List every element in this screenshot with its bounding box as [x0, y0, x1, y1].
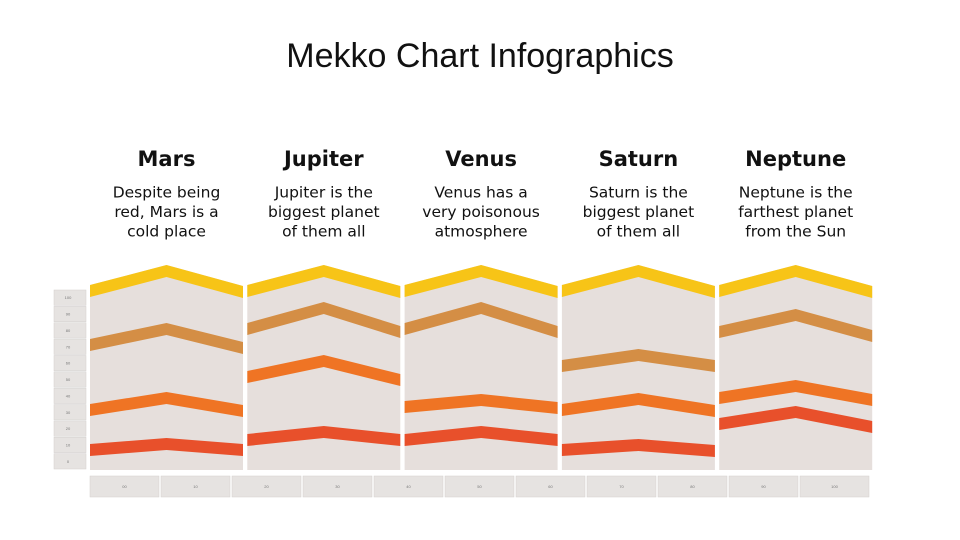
y-axis-label: 0	[67, 459, 70, 464]
y-axis-label: 90	[66, 312, 71, 317]
chevron-band	[719, 406, 873, 433]
column-description: Venus has a	[434, 184, 527, 202]
chevron-band	[247, 302, 401, 338]
chevron-band	[404, 265, 558, 298]
x-axis-cell	[160, 475, 231, 498]
x-axis-cell	[89, 475, 160, 498]
column-description: atmosphere	[435, 223, 528, 241]
chevron-band	[561, 393, 715, 417]
y-axis-label: 100	[65, 295, 72, 300]
chevron-band	[90, 323, 243, 354]
x-axis-cell	[373, 475, 444, 498]
column-heading: Jupiter	[282, 147, 364, 171]
y-axis-cell	[53, 322, 87, 339]
x-axis-label: 50	[477, 484, 482, 489]
y-axis-cell	[53, 306, 87, 322]
column-description: cold place	[127, 223, 206, 241]
x-axis-label: 60	[548, 484, 553, 489]
y-axis-label: 80	[66, 328, 71, 333]
column-description: of them all	[597, 223, 680, 241]
y-axis-label: 20	[66, 426, 71, 431]
y-axis-cell	[53, 437, 87, 453]
chevron-band	[90, 265, 243, 298]
column-heading: Saturn	[599, 147, 679, 171]
y-axis-cell	[53, 387, 87, 404]
column-description: from the Sun	[745, 223, 846, 241]
chevron-band	[719, 380, 873, 406]
x-axis-label: 00	[122, 484, 127, 489]
x-axis-label: 30	[335, 484, 340, 489]
y-axis-label: 30	[66, 410, 71, 415]
x-axis-cell	[444, 475, 515, 498]
chevron-band	[247, 355, 401, 386]
chevron-band	[561, 265, 715, 298]
chevron-band	[404, 394, 558, 414]
x-axis-label: 70	[619, 484, 624, 489]
x-axis-cell	[586, 475, 657, 498]
x-axis-cell	[231, 475, 302, 498]
panel	[561, 265, 715, 470]
chevron-band	[90, 438, 243, 456]
chevron-band	[561, 349, 715, 372]
column-heading: Venus	[445, 147, 517, 171]
column-description: Neptune is the	[739, 184, 853, 202]
x-axis-cell	[728, 475, 799, 498]
x-axis-cell	[657, 475, 728, 498]
column-description: very poisonous	[422, 203, 540, 221]
y-axis-label: 50	[66, 377, 71, 382]
y-axis-cell	[53, 355, 87, 372]
panel	[90, 265, 243, 470]
column-description: Jupiter is the	[274, 184, 373, 202]
column-description: of them all	[282, 223, 365, 241]
y-axis-cell	[53, 289, 87, 306]
column-description: Despite being	[113, 184, 221, 202]
y-axis-label: 70	[66, 344, 71, 349]
panel	[719, 265, 873, 470]
title: Mekko Chart Infographics	[286, 37, 673, 75]
y-axis-cell	[53, 404, 87, 421]
y-axis-label: 60	[66, 361, 71, 366]
column-description: biggest planet	[583, 203, 695, 221]
column-heading: Neptune	[745, 147, 846, 171]
x-axis-cell	[515, 475, 586, 498]
chevron-band	[90, 392, 243, 417]
column-heading: Mars	[138, 147, 196, 171]
chevron-band	[719, 265, 873, 298]
column-description: Saturn is the	[589, 184, 688, 202]
x-axis-cell	[799, 475, 870, 498]
column-description: biggest planet	[268, 203, 380, 221]
y-axis-cell	[53, 420, 87, 437]
column-description: farthest planet	[738, 203, 853, 221]
y-axis-label: 10	[66, 443, 71, 448]
chevron-band	[719, 309, 873, 342]
y-axis-label: 40	[66, 393, 71, 398]
y-axis-cell	[53, 453, 87, 470]
y-axis-cell	[53, 371, 87, 388]
x-axis-label: 80	[690, 484, 695, 489]
chevron-band	[404, 302, 558, 338]
x-axis-label: 90	[761, 484, 766, 489]
chevron-band	[561, 439, 715, 457]
chevron-band	[247, 265, 401, 298]
x-axis-label: 100	[831, 484, 838, 489]
x-axis-label: 40	[406, 484, 411, 489]
x-axis-cell	[302, 475, 373, 498]
chevron-band	[247, 426, 401, 446]
x-axis-label: 20	[264, 484, 269, 489]
x-axis-label: 10	[193, 484, 198, 489]
chevron-band	[404, 426, 558, 446]
y-axis-cell	[53, 338, 87, 355]
column-description: red, Mars is a	[114, 203, 218, 221]
